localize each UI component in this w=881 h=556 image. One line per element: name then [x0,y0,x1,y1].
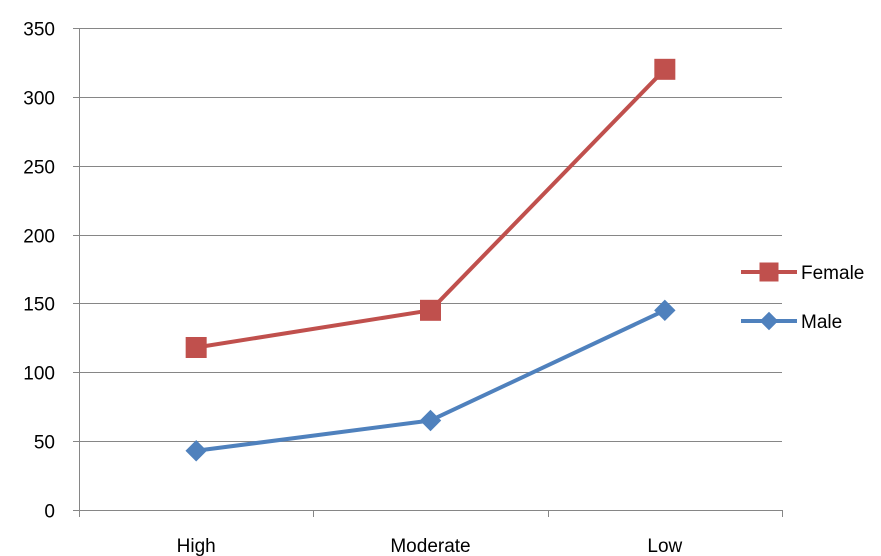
y-tick-label: 250 [23,158,55,179]
x-axis-tick-labels: High Moderate Low [177,536,683,556]
series-group [185,58,676,462]
legend-label-male: Male [801,312,842,333]
series-female [185,58,676,358]
data-point-female [420,299,441,321]
x-tick-label: Low [647,536,682,556]
y-tick-label: 300 [23,89,55,110]
legend-marker-female [759,262,779,282]
y-tick-label: 100 [23,364,55,385]
data-point-female [185,336,207,358]
data-point-male [185,440,207,462]
y-tick-label: 350 [23,20,55,41]
gridlines [79,28,782,442]
x-tick-label: Moderate [390,536,470,556]
legend-label-female: Female [801,263,864,284]
axes [73,28,783,517]
y-tick-label: 200 [23,227,55,248]
y-tick-label: 0 [44,502,55,523]
y-tick-label: 150 [23,295,55,316]
x-tick-label: High [177,536,216,556]
data-point-female [654,58,676,80]
y-axis-tick-labels: 0 50 100 150 200 250 300 350 [23,20,55,523]
y-tick-label: 50 [34,433,55,454]
data-point-male [654,299,676,322]
series-male [185,299,676,462]
legend: Female Male [741,262,864,333]
data-point-male [419,409,442,432]
legend-marker-male [759,311,779,331]
legend-item-male: Male [741,311,842,333]
legend-item-female: Female [741,262,864,284]
